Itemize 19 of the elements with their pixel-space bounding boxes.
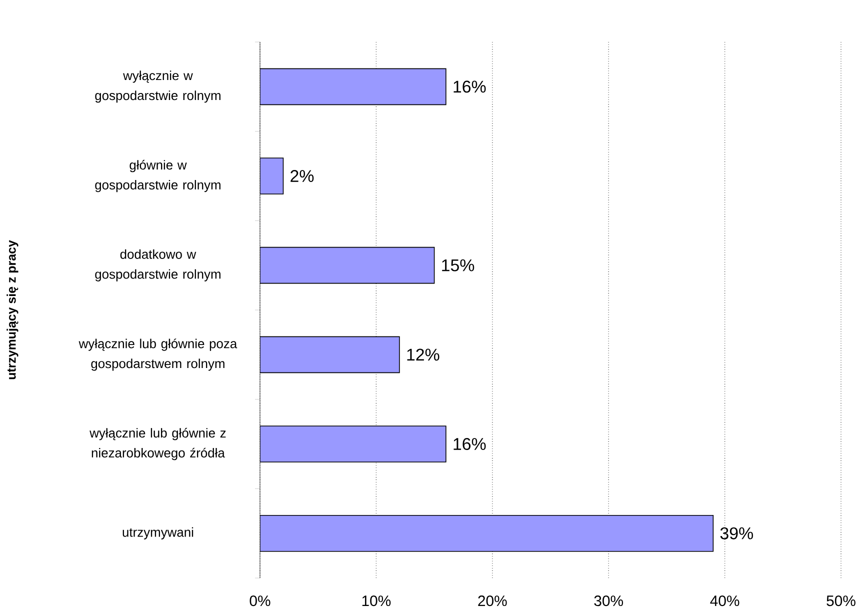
x-tick-label: 0% [250,596,270,606]
x-tick-label: 30% [594,596,624,606]
data-label: 12% [407,348,440,361]
data-label: 15% [442,259,474,272]
x-tick-label: 50% [826,596,856,606]
data-label: 16% [454,438,486,450]
x-tick-label: 40% [710,596,740,606]
y-tick-label: głównie w gospodarstwie rolnym [95,160,220,192]
y-tick-label: wyłącznie lub głównie poza gospodarstwem rolnym [78,338,238,371]
y-tick-label: wyłącznie w gospodarstwie rolnym [95,70,220,103]
y-axis-title: utrzymujący się z pracy [6,240,18,380]
data-label: 2% [290,170,314,182]
x-tick-label: 10% [362,596,391,606]
x-tick-label: 20% [478,596,507,606]
data-label: 16% [454,80,486,93]
y-tick-label: wyłącznie lub głównie z niezarobkowego źródła [90,428,226,460]
y-tick-label: utrzymywani [122,527,194,540]
data-label: 39% [720,527,753,540]
y-tick-label: dodatkowo w gospodarstwie rolnym [95,249,220,282]
